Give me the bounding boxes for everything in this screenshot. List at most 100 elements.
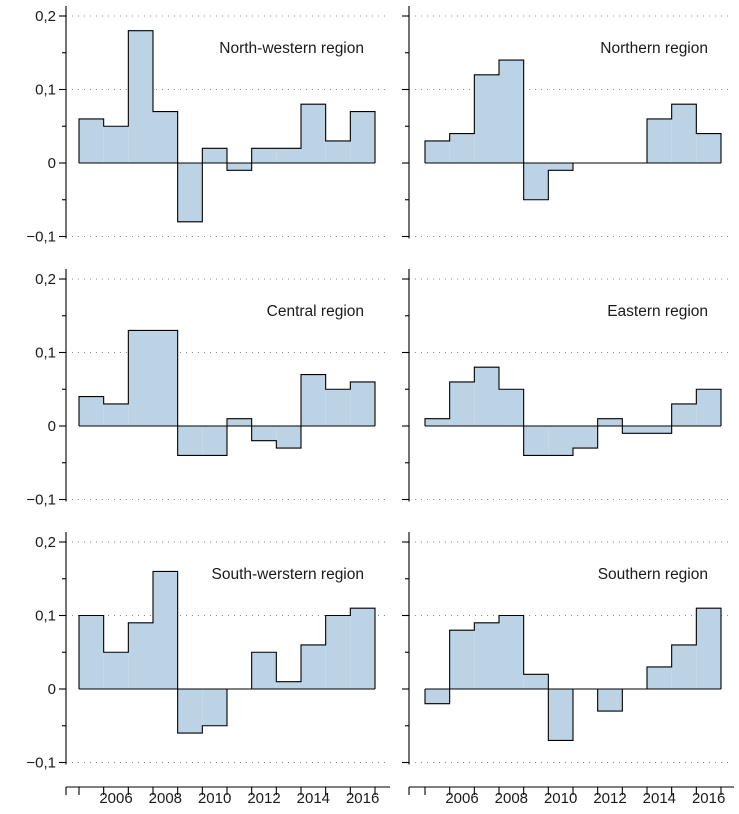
- bar-2008: [499, 389, 524, 426]
- bar-2011: [227, 418, 252, 426]
- y-tick-label: 0: [48, 155, 56, 172]
- x-tick-label: 2008: [149, 790, 182, 807]
- panel-title: North-western region: [219, 40, 364, 57]
- bar-2013: [276, 681, 301, 689]
- bar-2005: [79, 118, 104, 163]
- x-tick-label: 2006: [445, 790, 478, 807]
- bar-2008: [499, 60, 524, 163]
- bar-2005: [425, 418, 450, 426]
- bar-2005: [425, 140, 450, 163]
- x-tick-label: 2010: [198, 790, 231, 807]
- y-tick-label: 0: [48, 418, 56, 435]
- bar-2009: [523, 426, 549, 456]
- bar-2007: [128, 622, 153, 689]
- bar-2006: [103, 652, 129, 689]
- bar-2008: [153, 111, 178, 163]
- x-axis-2: 2006 2008 2010 2012 2014 2016: [408, 786, 734, 807]
- series-step-line: [424, 607, 722, 741]
- bar-2006: [103, 403, 129, 426]
- bar-2007: [474, 367, 499, 426]
- x-tick-label: 2014: [643, 790, 676, 807]
- bar-2009: [177, 689, 203, 734]
- bar-2014: [301, 104, 326, 163]
- panel-title: South-werstern region: [212, 566, 365, 583]
- x-tick-label: 2010: [544, 790, 577, 807]
- bar-2013: [276, 426, 301, 449]
- x-tick-label: 2016: [692, 790, 725, 807]
- panel-4: Eastern region: [402, 269, 731, 502]
- bar-2007: [128, 30, 153, 164]
- series-step-line: [424, 366, 722, 456]
- bar-2005: [425, 689, 450, 704]
- y-tick-label: 0: [48, 681, 56, 698]
- bar-2010: [202, 148, 227, 163]
- bar-2015: [325, 140, 351, 163]
- bar-2008: [499, 615, 524, 689]
- panel-5: 0,2 0,1 0 −0,1 South-werstern region: [26, 532, 387, 772]
- bar-2005: [79, 396, 104, 426]
- bar-2014: [301, 374, 326, 426]
- bar-2015: [325, 389, 351, 426]
- bar-2012: [597, 418, 623, 426]
- bar-2008: [153, 571, 178, 689]
- bar-2014: [647, 426, 672, 434]
- y-tick-label: −0,1: [26, 755, 56, 772]
- bar-2005: [79, 615, 104, 689]
- bar-2008: [153, 330, 178, 426]
- x-tick-label: 2006: [99, 790, 132, 807]
- panel-2: Northern region: [402, 6, 731, 239]
- bar-2012: [251, 148, 277, 163]
- series-step-line: [424, 59, 722, 201]
- panel-1: 0,2 0,1 0 −0,1 North-western region: [26, 6, 387, 246]
- bar-2009: [177, 163, 203, 222]
- panel-title: Northern region: [600, 40, 708, 57]
- y-tick-label: 0,1: [35, 345, 56, 362]
- y-tick-label: 0,2: [35, 534, 56, 551]
- panel-title: Central region: [267, 303, 364, 320]
- bar-2012: [251, 652, 277, 689]
- y-tick-label: −0,1: [26, 492, 56, 509]
- bar-2007: [128, 330, 153, 426]
- bar-2009: [523, 674, 549, 689]
- bar-2012: [251, 426, 277, 441]
- bar-2012: [597, 689, 623, 712]
- panel-3: 0,2 0,1 0 −0,1 Central region: [26, 269, 387, 509]
- panel-6: Southern region: [402, 532, 731, 765]
- x-tick-label: 2012: [593, 790, 626, 807]
- x-tick-label: 2008: [495, 790, 528, 807]
- y-tick-label: 0,2: [35, 271, 56, 288]
- bar-2011: [573, 426, 598, 449]
- bar-2015: [325, 615, 351, 689]
- bar-2015: [671, 104, 697, 163]
- bar-2015: [671, 644, 697, 689]
- panel-title: Southern region: [598, 566, 708, 583]
- bar-2014: [647, 118, 672, 163]
- bar-2016: [350, 608, 375, 689]
- x-tick-label: 2014: [297, 790, 330, 807]
- bar-2016: [696, 133, 721, 163]
- bar-2006: [449, 133, 475, 163]
- bar-2016: [696, 608, 721, 689]
- bar-2011: [227, 163, 252, 171]
- series-step-line: [78, 570, 376, 734]
- bar-2007: [474, 622, 499, 689]
- x-tick-label: 2012: [247, 790, 280, 807]
- bar-2016: [350, 381, 375, 426]
- bar-2006: [103, 126, 129, 163]
- bar-2010: [548, 689, 573, 741]
- bar-2010: [548, 426, 573, 456]
- x-tick-label: 2016: [346, 790, 379, 807]
- y-tick-label: 0,1: [35, 608, 56, 625]
- panel-title: Eastern region: [607, 303, 708, 320]
- series-step-line: [78, 329, 376, 456]
- y-tick-label: 0,2: [35, 8, 56, 25]
- bar-2015: [671, 403, 697, 426]
- series-step-line: [78, 30, 376, 223]
- bar-2006: [449, 630, 475, 689]
- bar-2010: [202, 689, 227, 726]
- bar-2014: [647, 666, 672, 689]
- bar-2009: [177, 426, 203, 456]
- bar-2007: [474, 74, 499, 163]
- bar-2010: [202, 426, 227, 456]
